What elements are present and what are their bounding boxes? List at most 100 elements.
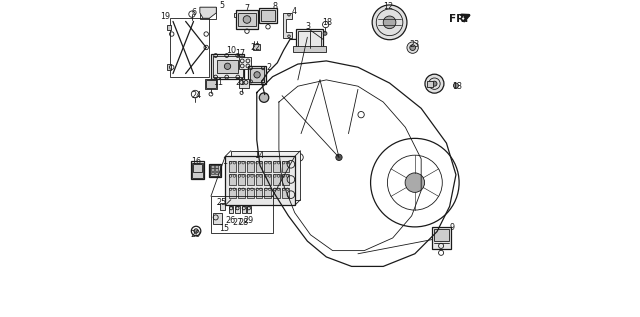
Text: 1: 1 <box>223 157 228 166</box>
Circle shape <box>323 31 327 35</box>
Bar <box>246 206 251 213</box>
Circle shape <box>407 42 419 53</box>
Bar <box>229 161 236 172</box>
Bar <box>214 168 218 171</box>
Text: 28: 28 <box>239 218 248 227</box>
Circle shape <box>336 154 342 160</box>
Text: 5: 5 <box>220 1 225 10</box>
Text: 25: 25 <box>216 198 227 207</box>
Text: 20: 20 <box>190 230 200 239</box>
Text: 23: 23 <box>409 40 419 49</box>
Circle shape <box>405 173 424 192</box>
Bar <box>234 14 236 17</box>
Bar <box>209 164 221 177</box>
Text: FR.: FR. <box>449 14 468 24</box>
Circle shape <box>432 81 437 86</box>
Circle shape <box>243 16 251 23</box>
Bar <box>255 161 262 172</box>
Text: 19: 19 <box>161 11 171 21</box>
Bar <box>259 8 276 23</box>
Bar <box>250 68 264 82</box>
Bar <box>229 206 234 213</box>
Bar <box>255 174 262 185</box>
Bar <box>264 188 271 198</box>
Bar <box>200 7 216 19</box>
Bar <box>238 13 256 26</box>
Bar <box>214 171 218 174</box>
Bar <box>238 161 244 172</box>
Text: 22: 22 <box>250 43 260 52</box>
Bar <box>246 161 253 172</box>
Text: 18: 18 <box>322 18 332 27</box>
Bar <box>239 79 248 88</box>
Circle shape <box>259 93 269 102</box>
Bar <box>264 174 271 185</box>
Bar <box>216 60 239 73</box>
Bar <box>231 151 300 200</box>
Bar <box>211 165 220 176</box>
Bar <box>238 174 244 185</box>
Circle shape <box>194 229 198 233</box>
Circle shape <box>425 74 444 93</box>
Text: 7: 7 <box>244 3 249 13</box>
Bar <box>205 79 217 89</box>
Text: 4: 4 <box>292 7 296 16</box>
Circle shape <box>372 5 407 40</box>
Bar <box>238 188 244 198</box>
Bar <box>220 203 225 210</box>
Text: 12: 12 <box>383 2 394 11</box>
Bar <box>253 44 260 50</box>
Bar <box>296 29 323 50</box>
Bar <box>211 196 273 233</box>
Bar <box>282 188 289 198</box>
Text: 29: 29 <box>243 216 253 225</box>
Text: 3: 3 <box>306 22 311 31</box>
Bar <box>212 55 243 77</box>
Bar <box>282 161 289 172</box>
Bar <box>273 161 280 172</box>
Bar <box>248 66 266 84</box>
Bar <box>214 213 222 224</box>
Text: 17: 17 <box>236 49 245 58</box>
Bar <box>170 18 209 77</box>
Circle shape <box>453 83 458 88</box>
Bar <box>282 174 289 185</box>
Text: 26: 26 <box>226 216 236 225</box>
Text: 8: 8 <box>273 2 278 11</box>
Bar <box>261 10 275 21</box>
Text: 27: 27 <box>232 218 243 227</box>
Bar <box>298 30 321 48</box>
Text: 10: 10 <box>226 46 236 55</box>
Bar <box>293 46 326 52</box>
Bar <box>273 188 280 198</box>
Polygon shape <box>200 7 216 18</box>
Text: 6: 6 <box>191 8 196 17</box>
Text: 11: 11 <box>213 78 223 87</box>
Bar <box>236 10 259 29</box>
Bar <box>167 64 171 70</box>
Bar <box>241 206 246 213</box>
Bar <box>211 54 244 79</box>
Bar <box>191 161 204 179</box>
Bar <box>229 188 236 198</box>
Bar <box>433 229 449 242</box>
Circle shape <box>410 45 415 50</box>
Bar <box>255 188 262 198</box>
Text: 2: 2 <box>266 63 271 72</box>
Bar <box>264 161 271 172</box>
Text: 15: 15 <box>220 224 230 233</box>
Bar <box>258 14 260 17</box>
Text: 13: 13 <box>452 82 463 91</box>
Text: 21: 21 <box>236 78 245 87</box>
Bar <box>428 81 433 87</box>
Bar <box>431 227 451 249</box>
Polygon shape <box>284 13 292 38</box>
Bar <box>206 80 216 88</box>
Bar <box>167 24 171 30</box>
Text: 14: 14 <box>254 151 264 160</box>
Bar <box>236 206 240 213</box>
Bar <box>193 164 202 171</box>
Bar <box>211 165 214 168</box>
Text: 16: 16 <box>191 157 201 166</box>
Bar <box>214 165 218 168</box>
